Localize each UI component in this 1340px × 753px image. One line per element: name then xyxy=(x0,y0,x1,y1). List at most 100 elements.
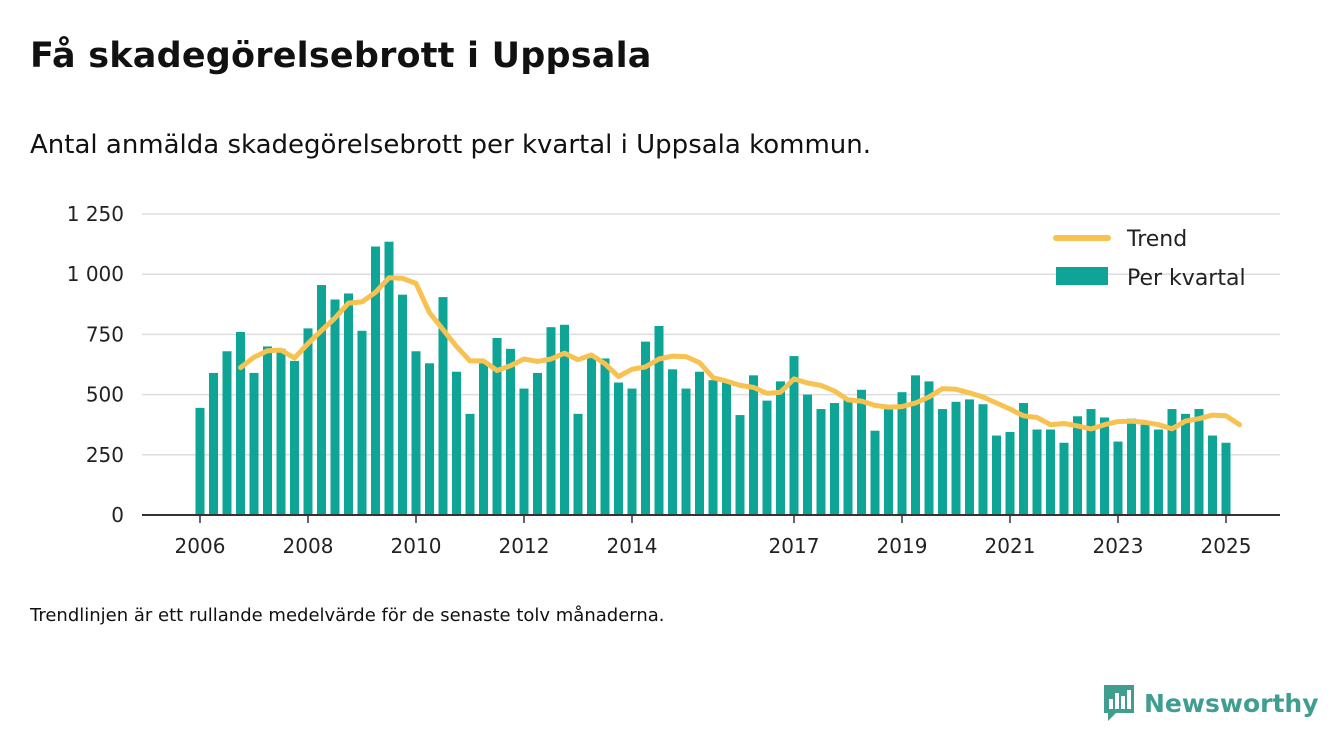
bar xyxy=(1140,424,1150,515)
bar xyxy=(371,246,380,515)
bar xyxy=(627,388,637,515)
trend-series xyxy=(238,275,1242,432)
bar xyxy=(789,356,799,515)
bar xyxy=(506,348,515,515)
bar xyxy=(668,369,677,515)
bar xyxy=(1073,416,1082,515)
bar xyxy=(344,293,353,515)
bar xyxy=(479,363,488,515)
bar xyxy=(425,363,434,515)
bar xyxy=(951,401,961,515)
bar xyxy=(560,324,569,515)
y-tick-label: 750 xyxy=(86,322,124,346)
bar xyxy=(614,382,623,515)
x-axis: 2006 2008 2010 2012 2014 2017 2019 2021 2023 2025 xyxy=(142,514,1280,558)
legend-trend-label: Trend xyxy=(1126,227,1187,252)
bar xyxy=(938,409,947,515)
bar xyxy=(803,394,812,515)
bar xyxy=(222,351,232,515)
footnote: Trendlinjen är ett rullande medelvärde f… xyxy=(30,605,665,626)
bar xyxy=(263,346,272,515)
bar xyxy=(884,409,893,515)
bar xyxy=(1194,409,1204,515)
bar xyxy=(398,294,407,515)
bar xyxy=(452,371,461,515)
bar xyxy=(897,392,907,515)
bar xyxy=(654,325,664,515)
y-tick-label: 1 250 xyxy=(67,202,124,226)
bar xyxy=(1005,431,1015,515)
x-tick-label: 2019 xyxy=(877,534,928,558)
bar xyxy=(290,360,299,515)
bar xyxy=(830,403,839,515)
bar xyxy=(384,241,394,515)
newsworthy-logo-icon xyxy=(1104,685,1134,721)
bar xyxy=(276,348,286,515)
x-tick-label: 2010 xyxy=(391,534,442,558)
bar xyxy=(195,407,205,515)
bar xyxy=(911,375,920,515)
bar xyxy=(1113,441,1123,515)
bar xyxy=(330,299,340,515)
bar xyxy=(735,415,745,515)
bar xyxy=(236,331,245,515)
bar xyxy=(1127,418,1136,515)
y-tick-label: 1 000 xyxy=(67,262,124,286)
bar xyxy=(411,351,421,515)
bar xyxy=(992,435,1001,515)
chart-title: Få skadegörelsebrott i Uppsala xyxy=(30,36,652,76)
bar xyxy=(870,430,880,515)
bar xyxy=(533,372,542,515)
y-tick-label: 500 xyxy=(86,383,124,407)
bar xyxy=(1208,435,1217,515)
bar xyxy=(816,409,826,515)
bar xyxy=(843,398,853,515)
bar xyxy=(965,399,974,515)
y-axis-ticks: 0 250 500 750 1 000 1 250 xyxy=(67,202,124,527)
x-tick-label: 2025 xyxy=(1201,534,1252,558)
brand-logo[interactable]: Newsworthy xyxy=(1102,683,1319,723)
bar xyxy=(587,357,596,515)
bar xyxy=(519,388,529,515)
bar xyxy=(1046,429,1055,515)
bar xyxy=(465,413,475,515)
bar xyxy=(438,297,448,515)
bar xyxy=(708,380,718,515)
bar xyxy=(695,371,704,515)
x-tick-label: 2021 xyxy=(985,534,1036,558)
x-tick-label: 2023 xyxy=(1093,534,1144,558)
x-tick-label: 2006 xyxy=(175,534,226,558)
x-tick-label: 2017 xyxy=(769,534,820,558)
brand-name: Newsworthy xyxy=(1144,688,1319,718)
bar xyxy=(1019,403,1028,515)
bar xyxy=(303,328,313,515)
bar xyxy=(1181,413,1190,515)
bar xyxy=(1059,442,1069,515)
chart-subtitle: Antal anmälda skadegörelsebrott per kvar… xyxy=(30,130,872,160)
legend: Trend Per kvartal xyxy=(1053,227,1246,291)
y-tick-label: 0 xyxy=(111,503,124,527)
bar xyxy=(722,381,731,515)
bar xyxy=(1221,442,1231,515)
bar xyxy=(1100,417,1109,515)
bar xyxy=(1154,429,1163,515)
bar xyxy=(641,341,650,515)
bar xyxy=(546,327,556,515)
bar xyxy=(249,372,259,515)
bar-series xyxy=(195,241,1231,515)
bar xyxy=(209,372,218,515)
x-tick-label: 2008 xyxy=(283,534,334,558)
bar xyxy=(762,400,772,515)
bar xyxy=(776,381,785,515)
bar xyxy=(357,330,367,515)
legend-bar-swatch xyxy=(1056,267,1108,285)
bar xyxy=(1167,409,1177,515)
bar xyxy=(492,338,502,515)
bar xyxy=(317,285,326,515)
chart-canvas: 0 250 500 750 1 000 1 250 2006 2008 2010 2012 201… xyxy=(67,202,1280,558)
bar xyxy=(681,388,691,515)
bar xyxy=(978,404,988,515)
bar xyxy=(1032,429,1042,515)
bar xyxy=(1086,409,1096,515)
x-tick-label: 2012 xyxy=(499,534,550,558)
